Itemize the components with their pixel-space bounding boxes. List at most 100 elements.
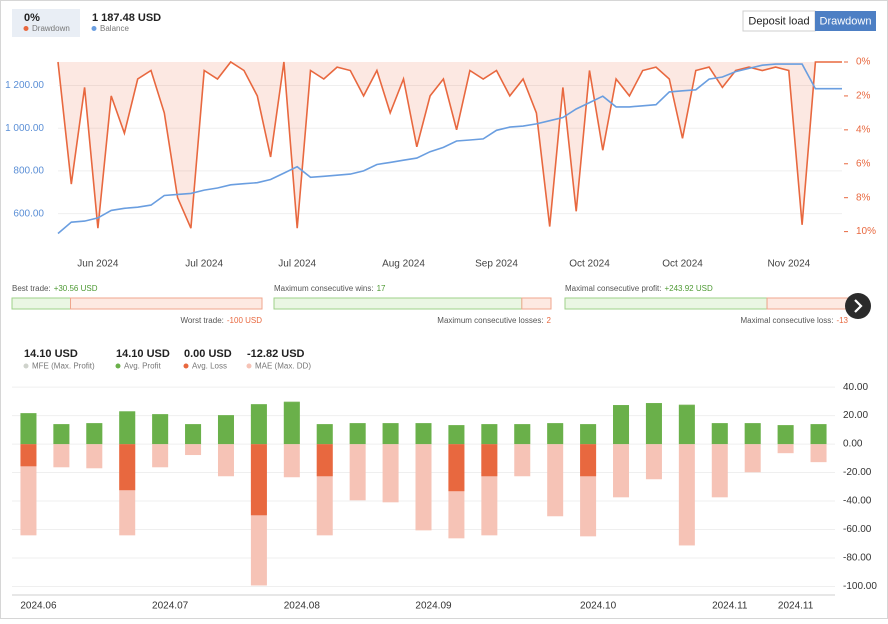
x-tick-label: 2024.10	[580, 601, 617, 612]
y-tick-label: -40.00	[843, 496, 872, 507]
legend-label: MFE (Max. Profit)	[32, 362, 95, 371]
bar	[711, 423, 728, 445]
bar	[678, 405, 695, 445]
stat-left: Maximal consecutive profit: +243.92 USD	[565, 284, 713, 293]
loss-bar	[766, 297, 849, 310]
button[interactable]: Drawdown	[820, 15, 872, 27]
bar	[514, 444, 531, 477]
stat-left: Best trade: +30.56 USD	[12, 284, 98, 293]
bar	[415, 423, 432, 445]
bar	[580, 444, 597, 477]
stat-right: Maximal consecutive loss: -13	[741, 316, 849, 325]
bar	[448, 444, 465, 492]
y-tick-label: 1 000.00	[5, 123, 44, 134]
y2-tick-label: 6%	[856, 158, 871, 169]
bar	[810, 424, 827, 445]
bar	[678, 444, 695, 546]
stat-value: 17	[377, 284, 386, 293]
loss-bar	[70, 297, 263, 310]
x-tick-label: 2024.09	[415, 601, 452, 612]
button[interactable]: Deposit load	[748, 15, 809, 27]
bar	[481, 444, 498, 477]
bar	[283, 402, 300, 445]
button-bg[interactable]	[815, 11, 876, 31]
legend-value: 14.10 USD	[116, 348, 170, 360]
legend-label: Balance	[100, 24, 129, 33]
stat-label: Maximum consecutive losses:	[437, 316, 543, 325]
x-tick-label: Oct 2024	[569, 259, 610, 270]
y-tick-label: 600.00	[13, 208, 44, 219]
legend-value: -12.82 USD	[247, 348, 305, 360]
legend-dot	[246, 363, 252, 369]
bar	[613, 444, 630, 498]
x-tick-label: 2024.08	[284, 601, 321, 612]
win-bar	[11, 297, 72, 310]
y-tick-label: -100.00	[843, 581, 877, 592]
legend-dot	[183, 363, 189, 369]
legend-value: 14.10 USD	[24, 348, 78, 360]
bar	[415, 444, 432, 531]
y-tick-label: -60.00	[843, 524, 872, 535]
bar	[349, 423, 366, 445]
stat-value: -100 USD	[227, 316, 262, 325]
drawdown-line	[57, 60, 842, 229]
next-icon[interactable]	[854, 299, 863, 313]
y2-tick-label: 10%	[856, 226, 876, 237]
stat-left: Maximum consecutive wins: 17	[274, 284, 386, 293]
bar	[547, 444, 564, 517]
x-tick-label: Jun 2024	[77, 259, 119, 270]
bar	[448, 425, 465, 445]
bar	[777, 444, 794, 454]
drawdown-area	[58, 62, 842, 229]
legend-label: Drawdown	[32, 24, 70, 33]
bar	[382, 444, 399, 503]
bar	[777, 425, 794, 445]
stat-label: Maximum consecutive wins:	[274, 284, 374, 293]
win-bar	[273, 297, 523, 310]
bar	[283, 444, 300, 478]
bar	[20, 444, 37, 467]
stat-value: +243.92 USD	[664, 284, 712, 293]
bar	[250, 444, 267, 516]
y-tick-label: 0.00	[843, 439, 863, 450]
x-tick-label: 2024.11	[712, 601, 748, 612]
x-tick-label: 2024.07	[152, 601, 189, 612]
bar	[645, 444, 662, 480]
stat-value: -13	[836, 316, 848, 325]
stat-label: Maximal consecutive profit:	[565, 284, 661, 293]
legend-value: 1 187.48 USD	[92, 12, 161, 24]
stat-label: Maximal consecutive loss:	[741, 316, 834, 325]
x-tick-label: Oct 2024	[662, 259, 703, 270]
x-tick-label: 2024.11	[778, 601, 814, 612]
bar	[613, 405, 630, 445]
y-tick-label: -20.00	[843, 467, 872, 478]
legend-value: 0%	[24, 12, 40, 24]
x-tick-label: Aug 2024	[382, 259, 425, 270]
y2-tick-label: 4%	[856, 124, 871, 135]
x-tick-label: 2024.06	[20, 601, 57, 612]
y-tick-label: 20.00	[843, 410, 868, 421]
bar	[217, 444, 234, 477]
stat-right: Maximum consecutive losses: 2	[437, 316, 551, 325]
legend-dot	[23, 26, 29, 31]
y2-tick-label: 2%	[856, 91, 871, 102]
stat-label: Worst trade:	[180, 316, 223, 325]
bar	[185, 424, 202, 445]
stat-right: Worst trade: -100 USD	[180, 316, 262, 325]
bar	[152, 444, 169, 468]
bar	[349, 444, 366, 501]
win-bar	[564, 297, 768, 310]
bar	[316, 424, 333, 445]
bar	[250, 404, 267, 445]
bar	[744, 444, 761, 473]
y-tick-label: 800.00	[13, 166, 44, 177]
x-tick-label: Sep 2024	[475, 259, 518, 270]
bar	[316, 444, 333, 477]
bar	[711, 444, 728, 498]
stat-label: Best trade:	[12, 284, 51, 293]
bar	[86, 444, 103, 469]
balance-line	[57, 63, 842, 235]
bar	[580, 424, 597, 445]
next-button[interactable]	[845, 293, 871, 319]
